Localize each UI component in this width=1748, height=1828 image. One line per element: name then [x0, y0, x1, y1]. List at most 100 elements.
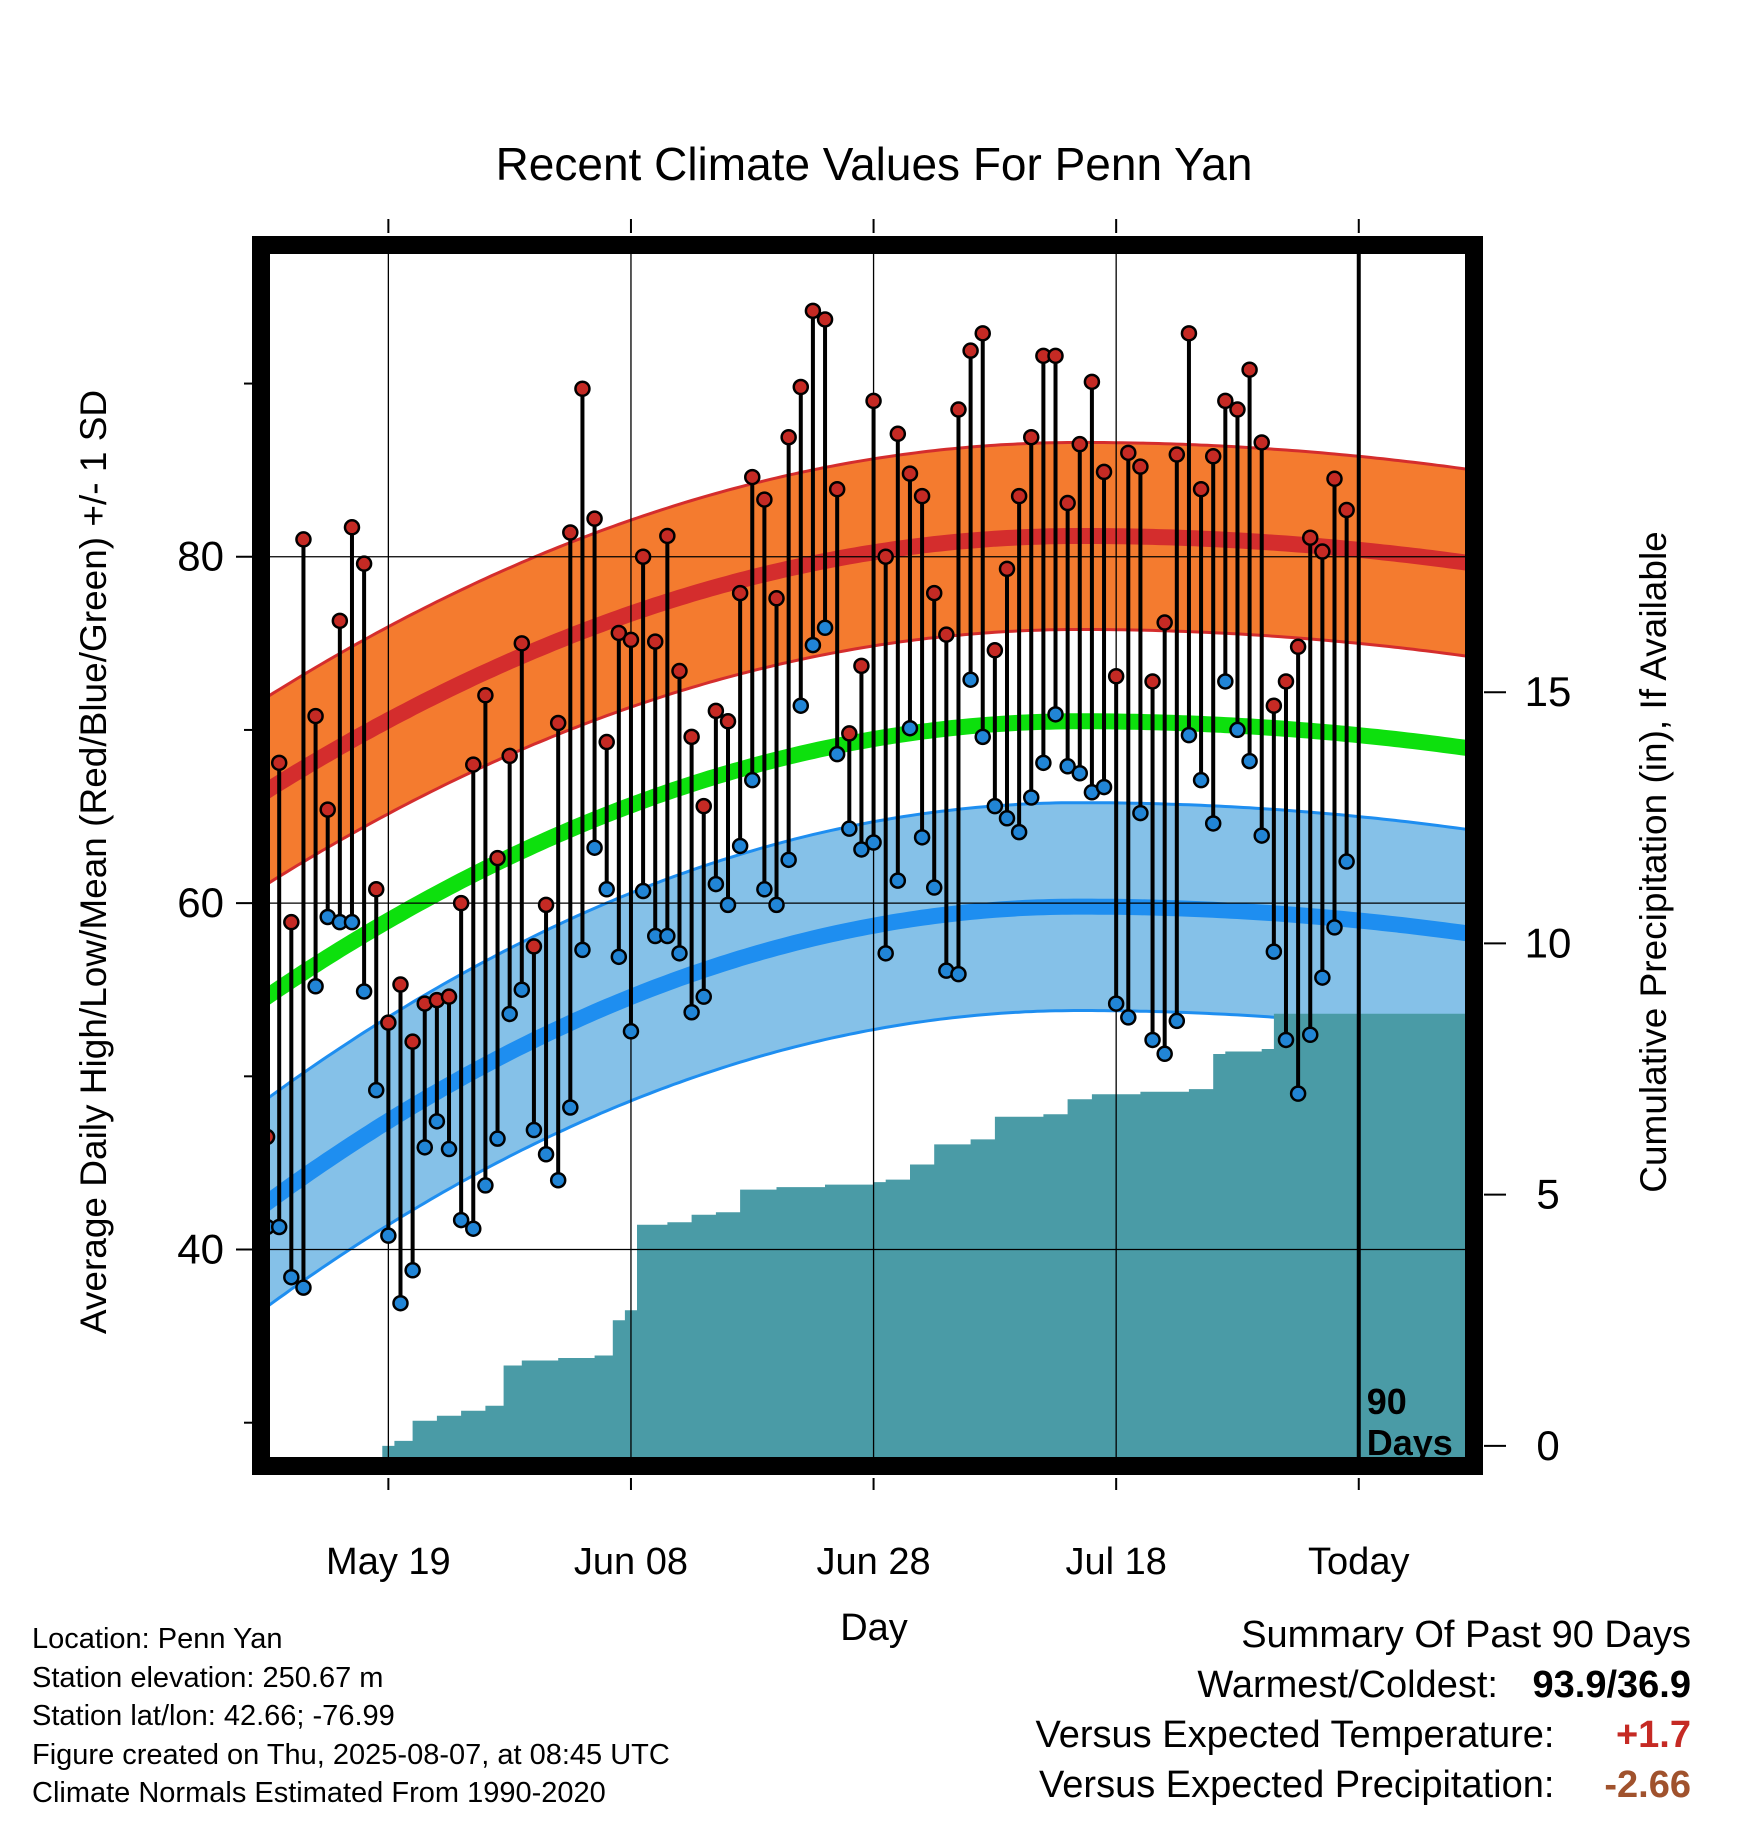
high-point	[501, 747, 518, 765]
high-point	[270, 754, 288, 772]
low-point	[719, 896, 737, 914]
y2-tick-label: 15	[1525, 668, 1572, 715]
warm-cold-row: Warmest/Coldest: 93.9/36.9	[1036, 1660, 1691, 1710]
high-point	[1229, 401, 1246, 418]
low-point	[853, 841, 870, 858]
high-point	[1059, 494, 1076, 512]
low-point	[1241, 752, 1258, 770]
high-point	[780, 428, 797, 446]
high-point	[367, 881, 385, 898]
low-point	[1144, 1031, 1161, 1049]
high-point	[986, 642, 1004, 659]
low-point	[962, 671, 979, 688]
high-point	[295, 531, 312, 548]
high-point	[1107, 667, 1125, 685]
low-point	[1301, 1026, 1319, 1044]
high-point	[646, 633, 664, 650]
high-point	[1120, 444, 1137, 462]
high-point	[865, 392, 882, 410]
low-point	[270, 1218, 288, 1236]
y2-tick-label: 5	[1536, 1171, 1559, 1218]
low-point	[986, 797, 1004, 815]
y-axis-label: Average Daily High/Low/Mean (Red/Blue/Gr…	[73, 390, 114, 1334]
summary-panel: Summary Of Past 90 Days Warmest/Coldest:…	[1036, 1610, 1691, 1810]
high-point	[331, 612, 349, 630]
low-point	[610, 948, 628, 966]
low-point	[634, 882, 652, 900]
temp-row: Versus Expected Temperature: +1.7	[1036, 1710, 1691, 1760]
x-tick-label: May 19	[326, 1541, 451, 1583]
warm-cold-label: Warmest/Coldest:	[1197, 1664, 1498, 1706]
high-point	[683, 728, 700, 746]
high-point	[380, 1014, 397, 1031]
low-point	[1047, 706, 1064, 723]
x-tick-label: Jul 18	[1065, 1541, 1166, 1583]
high-point	[744, 468, 761, 486]
low-point	[998, 810, 1016, 827]
high-point	[877, 548, 894, 565]
low-point	[768, 896, 785, 914]
low-point	[283, 1268, 300, 1286]
precip-label: Versus Expected Precipitation:	[1039, 1764, 1555, 1806]
low-point	[1265, 943, 1283, 960]
precip-area	[382, 1013, 1474, 1466]
low-point	[889, 872, 907, 889]
high-point	[719, 713, 737, 730]
low-point	[974, 728, 991, 746]
x-tick-label: Jun 28	[817, 1541, 931, 1583]
low-sd-band	[261, 802, 1474, 1312]
low-point	[707, 875, 725, 893]
low-point	[1168, 1012, 1186, 1030]
normal-high-line	[256, 528, 1476, 802]
high-band-lower-edge	[260, 628, 1475, 890]
low-point	[671, 945, 688, 962]
high-point	[950, 401, 967, 418]
y-tick-label: 60	[177, 879, 224, 926]
low-point	[1120, 1009, 1137, 1026]
low-point	[525, 1121, 543, 1139]
low-point	[513, 981, 531, 998]
precip-value: -2.66	[1604, 1764, 1691, 1806]
high-point	[283, 913, 300, 931]
low-point	[1204, 815, 1222, 832]
low-point	[1156, 1045, 1173, 1063]
low-point	[404, 1262, 421, 1279]
low-point	[392, 1294, 409, 1312]
low-point	[780, 851, 797, 869]
low-point	[901, 719, 919, 737]
high-point	[1314, 543, 1331, 560]
low-point	[562, 1099, 579, 1116]
low-point	[659, 927, 676, 945]
high-point	[756, 491, 773, 508]
low-point	[683, 1003, 700, 1021]
today-days-number: 90	[1367, 1381, 1407, 1422]
low-point	[792, 697, 810, 714]
warm-cold-value: 93.9/36.9	[1532, 1664, 1691, 1706]
high-point	[1180, 325, 1198, 342]
high-point	[1277, 673, 1295, 690]
low-point	[307, 978, 324, 995]
low-point	[1059, 758, 1076, 775]
y-tick-label: 80	[177, 533, 224, 580]
high-point	[974, 325, 991, 342]
low-point	[416, 1139, 434, 1156]
high-point	[634, 548, 652, 565]
low-point	[440, 1140, 458, 1158]
low-point	[1314, 969, 1331, 986]
low-point	[598, 881, 615, 898]
low-point	[1095, 778, 1113, 796]
low-point	[950, 965, 967, 983]
high-point	[1156, 614, 1173, 631]
high-point	[1144, 673, 1161, 690]
high-point	[1326, 470, 1343, 488]
high-point	[1168, 446, 1186, 463]
low-point	[295, 1279, 312, 1296]
high-point	[1023, 428, 1040, 446]
high-band-upper-edge	[260, 440, 1475, 703]
high-point	[392, 976, 409, 993]
high-point	[913, 487, 931, 505]
low-point	[828, 745, 846, 763]
elevation-text: Station elevation: 250.67 m	[32, 1661, 384, 1694]
x-tick-label: Jun 08	[574, 1541, 688, 1583]
high-point	[1204, 448, 1222, 465]
